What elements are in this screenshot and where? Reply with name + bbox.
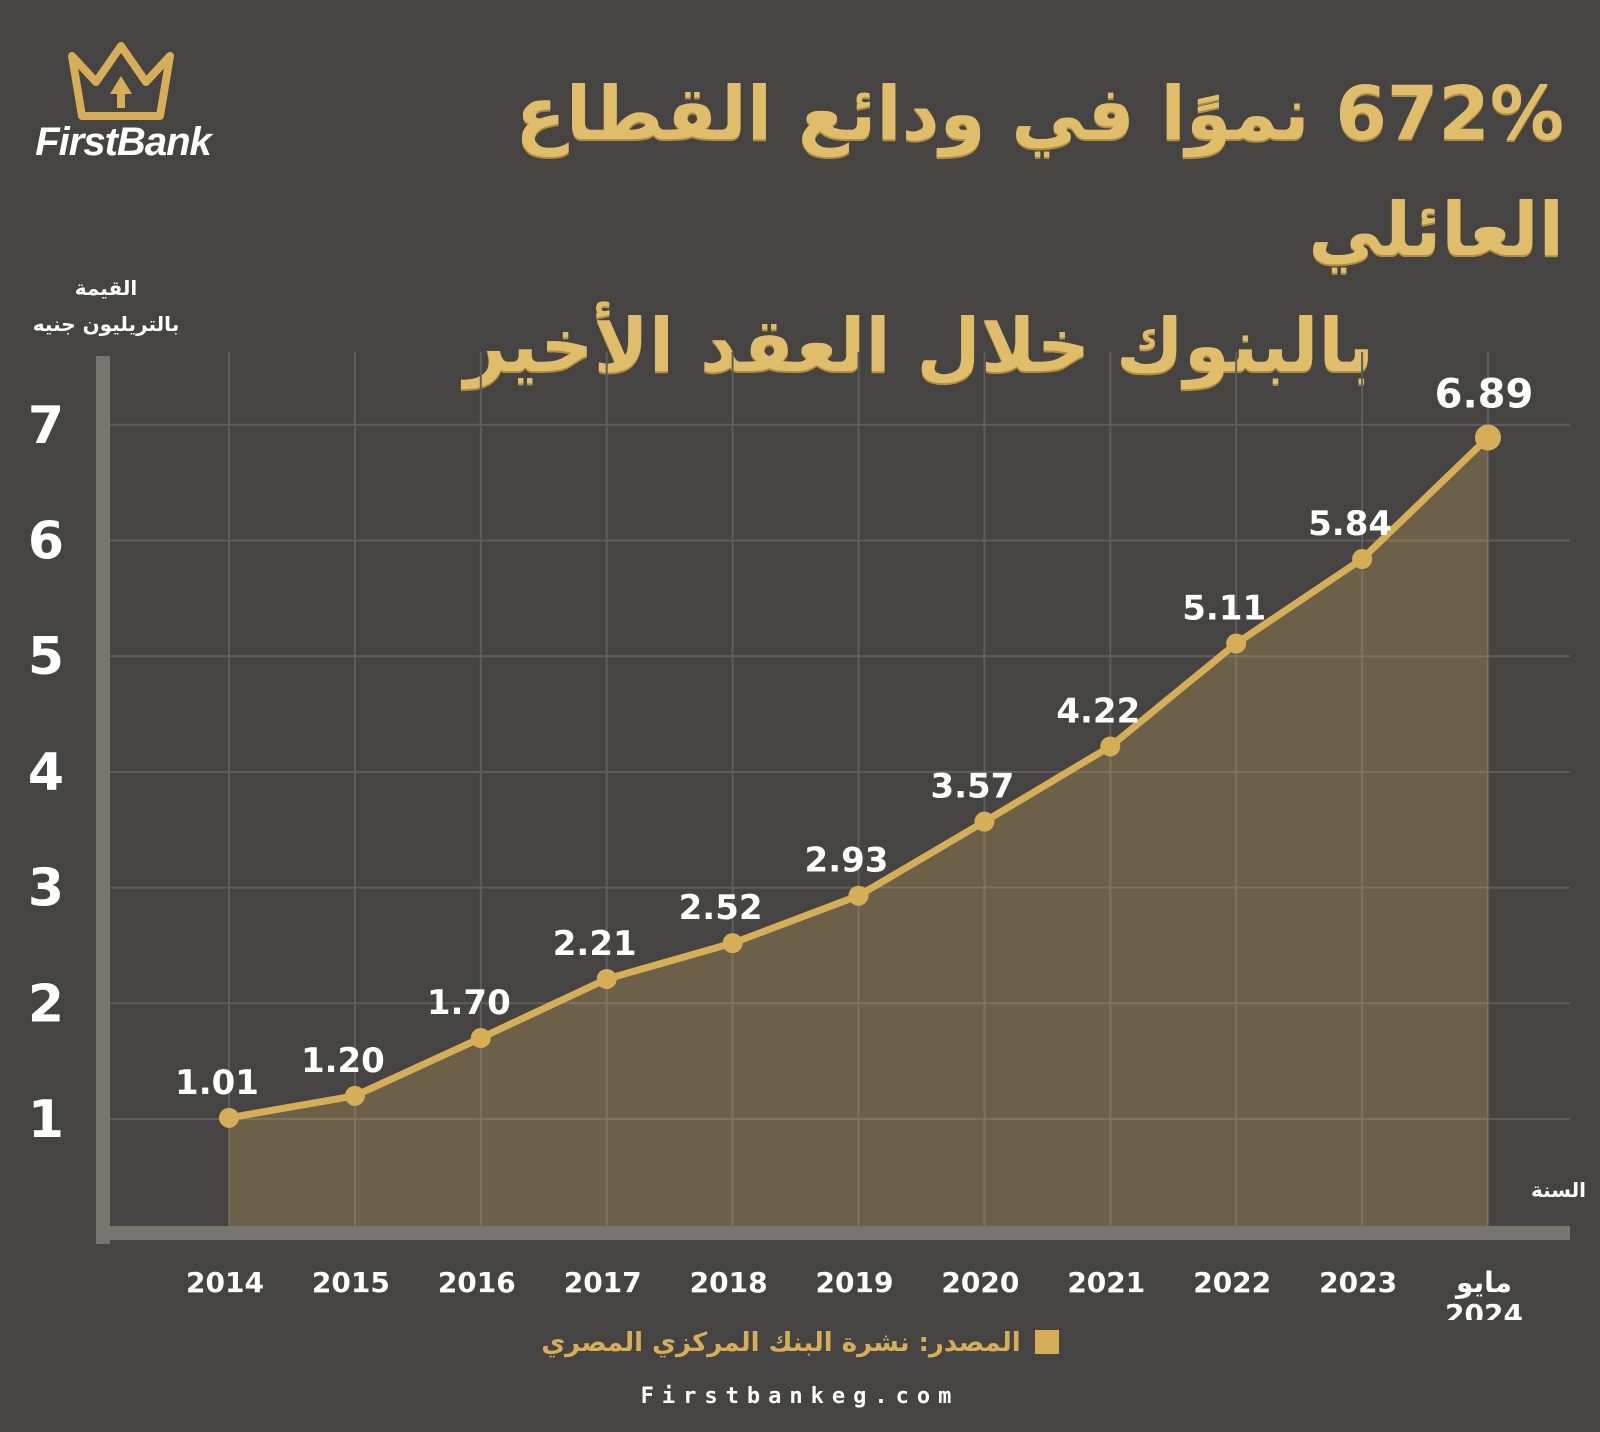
x-tick-label: 2016 [438,1266,516,1299]
data-label: 2.93 [805,841,889,881]
title-line-1: 672% نموًا في ودائع القطاع العائلي [515,71,1564,273]
y-axis-title-line-1: القيمة [74,276,138,300]
y-axis-title-line-2: بالتريليون جنيه [32,312,180,336]
y-tick-label: 4 [28,743,64,803]
x-axis-line [96,1226,1570,1240]
data-point [974,811,995,832]
x-tick-label: 2017 [564,1266,642,1299]
data-point [596,969,617,990]
y-tick-label: 2 [28,974,64,1034]
data-label: 5.11 [1182,588,1266,628]
data-label: 3.57 [930,767,1014,807]
page-title: 672% نموًا في ودائع القطاع العائلي بالبن… [264,56,1564,404]
x-tick-label: 2022 [1193,1266,1271,1299]
y-tick-label: 3 [28,859,64,919]
brand-name: FirstBank [35,120,212,164]
data-point [1475,424,1501,451]
area-fill [229,437,1488,1227]
data-point [470,1028,491,1049]
y-axis-line [96,356,110,1244]
line-area-chart: 1 2 3 4 5 6 7 1.01 1.20 1.70 2.21 2.52 2.93 3.57 4.22 5… [28,352,1570,1320]
data-point [1226,633,1247,654]
data-label: 1.01 [175,1063,259,1103]
data-label: 4.22 [1056,691,1140,731]
title-line-2: بالبنوك خلال العقد الأخير [464,303,1374,389]
data-label: 2.52 [679,888,763,928]
brand-logo: FirstBank [28,42,218,172]
data-point [848,885,869,906]
x-tick-label: 2014 [186,1266,264,1299]
data-point [344,1085,365,1106]
data-label: 6.89 [1435,372,1534,418]
x-tick-label: 2023 [1319,1266,1397,1299]
data-point [1352,549,1373,570]
crown-icon [68,42,174,120]
data-point [722,933,743,954]
source-square-icon [1034,1330,1059,1354]
data-label: 5.84 [1308,504,1392,544]
data-label: 2.21 [553,924,637,964]
x-tick-label-line-2: 2024 [1445,1298,1523,1320]
data-label: 1.20 [301,1041,385,1081]
website-url: Firstbankeg.com [640,1384,960,1409]
x-tick-label: 2019 [816,1266,894,1299]
source-text: المصدر: نشرة البنك المركزي المصري [541,1328,1021,1358]
data-label: 1.70 [427,983,511,1023]
y-tick-label: 7 [28,396,64,456]
y-tick-label: 6 [28,512,64,572]
x-tick-label: 2020 [941,1266,1019,1299]
y-tick-label: 5 [28,627,64,687]
x-tick-label: 2015 [312,1266,390,1299]
x-tick-label: 2018 [690,1266,768,1299]
x-tick-label: 2021 [1067,1266,1145,1299]
y-tick-label: 1 [28,1090,64,1150]
data-point [1100,736,1121,757]
x-tick-label: مايو [1454,1266,1512,1299]
source-note: المصدر: نشرة البنك المركزي المصري [0,1328,1600,1358]
y-axis-title: القيمة بالتريليون جنيه [26,270,186,342]
data-point [219,1107,239,1128]
x-axis-title: السنة [1530,1178,1586,1202]
